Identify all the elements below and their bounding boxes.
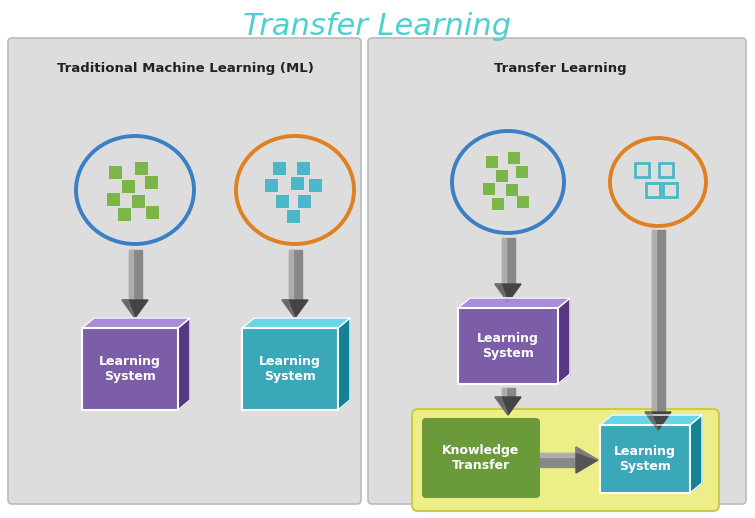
- Polygon shape: [600, 415, 702, 425]
- FancyBboxPatch shape: [297, 162, 310, 175]
- Polygon shape: [288, 250, 301, 300]
- FancyBboxPatch shape: [109, 165, 122, 179]
- Polygon shape: [540, 453, 576, 457]
- Polygon shape: [576, 447, 598, 473]
- FancyBboxPatch shape: [508, 152, 520, 164]
- Text: Learning
System: Learning System: [99, 355, 161, 383]
- Polygon shape: [495, 397, 508, 415]
- FancyBboxPatch shape: [458, 308, 558, 384]
- Polygon shape: [128, 250, 132, 300]
- Polygon shape: [128, 250, 141, 300]
- Polygon shape: [178, 318, 190, 410]
- Polygon shape: [122, 300, 135, 318]
- FancyBboxPatch shape: [286, 209, 300, 223]
- Polygon shape: [242, 318, 350, 328]
- Polygon shape: [652, 230, 655, 412]
- FancyBboxPatch shape: [118, 208, 131, 221]
- FancyBboxPatch shape: [297, 194, 310, 208]
- FancyBboxPatch shape: [122, 180, 134, 193]
- FancyBboxPatch shape: [600, 425, 690, 493]
- Text: Learning
System: Learning System: [259, 355, 321, 383]
- Polygon shape: [82, 318, 190, 328]
- FancyBboxPatch shape: [242, 328, 338, 410]
- Text: Transfer Learning: Transfer Learning: [494, 62, 627, 75]
- Polygon shape: [288, 250, 292, 300]
- Polygon shape: [652, 230, 664, 412]
- Text: Transfer Learning: Transfer Learning: [243, 11, 511, 40]
- Polygon shape: [558, 298, 570, 384]
- FancyBboxPatch shape: [486, 156, 498, 168]
- Polygon shape: [501, 238, 514, 284]
- Polygon shape: [645, 412, 658, 430]
- FancyBboxPatch shape: [106, 193, 119, 206]
- FancyBboxPatch shape: [276, 194, 288, 208]
- FancyBboxPatch shape: [131, 194, 144, 208]
- Polygon shape: [501, 388, 514, 397]
- FancyBboxPatch shape: [264, 179, 278, 192]
- FancyBboxPatch shape: [144, 176, 158, 189]
- Polygon shape: [282, 300, 295, 318]
- Polygon shape: [495, 284, 521, 302]
- Text: Learning
System: Learning System: [477, 332, 539, 360]
- FancyBboxPatch shape: [309, 179, 322, 192]
- FancyBboxPatch shape: [422, 418, 540, 498]
- FancyBboxPatch shape: [134, 162, 147, 175]
- Text: Learning
System: Learning System: [614, 445, 676, 473]
- Polygon shape: [690, 415, 702, 493]
- Polygon shape: [122, 300, 148, 318]
- Polygon shape: [338, 318, 350, 410]
- Polygon shape: [645, 412, 671, 430]
- Text: Knowledge
Transfer: Knowledge Transfer: [442, 444, 519, 472]
- Polygon shape: [576, 447, 598, 460]
- FancyBboxPatch shape: [483, 183, 495, 195]
- FancyBboxPatch shape: [291, 177, 304, 190]
- FancyBboxPatch shape: [496, 170, 508, 182]
- FancyBboxPatch shape: [516, 166, 528, 178]
- FancyBboxPatch shape: [412, 409, 719, 511]
- FancyBboxPatch shape: [273, 162, 285, 175]
- FancyBboxPatch shape: [517, 196, 529, 208]
- Polygon shape: [501, 388, 506, 397]
- Polygon shape: [282, 300, 308, 318]
- Text: Traditional Machine Learning (ML): Traditional Machine Learning (ML): [57, 62, 313, 75]
- Polygon shape: [501, 238, 506, 284]
- FancyBboxPatch shape: [368, 38, 746, 504]
- FancyBboxPatch shape: [146, 206, 159, 219]
- FancyBboxPatch shape: [8, 38, 361, 504]
- FancyBboxPatch shape: [492, 198, 504, 210]
- FancyBboxPatch shape: [506, 184, 518, 196]
- Polygon shape: [495, 397, 521, 415]
- Polygon shape: [540, 453, 576, 467]
- Polygon shape: [458, 298, 570, 308]
- FancyBboxPatch shape: [82, 328, 178, 410]
- Polygon shape: [495, 284, 508, 302]
